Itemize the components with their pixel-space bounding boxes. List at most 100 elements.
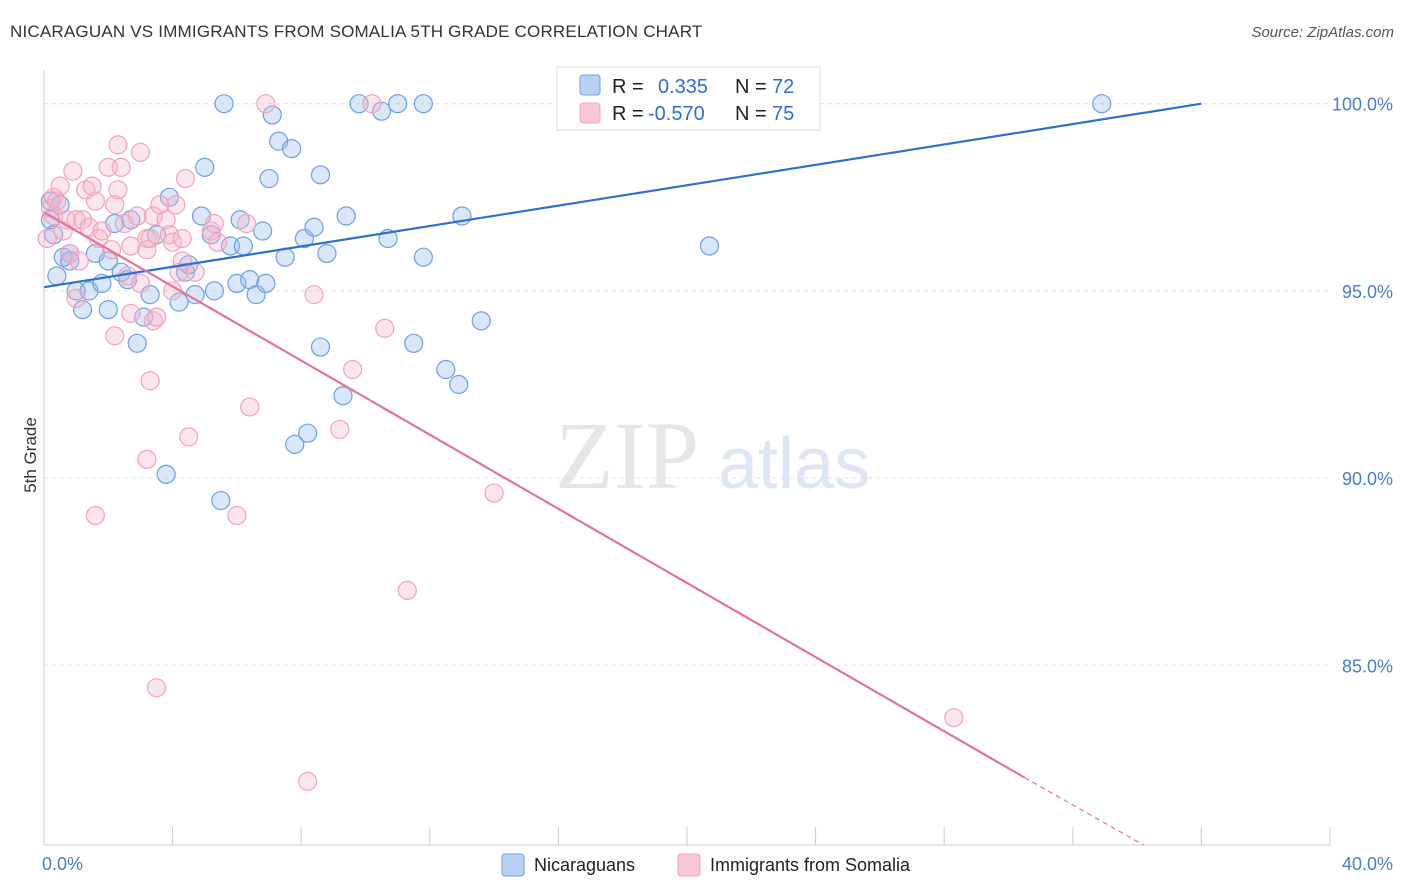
point-somalia — [362, 94, 382, 114]
y-tick-label: 85.0% — [1342, 656, 1393, 676]
point-somalia — [143, 206, 163, 226]
point-somalia — [146, 678, 167, 698]
point-somalia — [66, 288, 86, 308]
point-somalia — [121, 303, 141, 323]
point-somalia — [172, 228, 192, 249]
stats-n-value-pink: 75 — [772, 103, 794, 125]
point-nicaraguans — [204, 281, 224, 301]
point-somalia — [944, 708, 964, 728]
point-somalia — [146, 307, 167, 327]
point-somalia — [304, 285, 324, 305]
point-nicaraguans — [60, 251, 80, 271]
point-nicaraguans — [333, 386, 353, 406]
point-nicaraguans — [404, 333, 424, 353]
point-somalia — [85, 505, 106, 526]
point-somalia — [140, 371, 160, 391]
watermark-atlas: atlas — [718, 424, 870, 504]
point-somalia — [156, 210, 176, 230]
point-somalia — [166, 195, 186, 215]
point-nicaraguans — [47, 266, 67, 286]
point-nicaraguans — [211, 490, 231, 511]
stats-box-frame — [556, 66, 821, 131]
point-somalia — [105, 195, 125, 215]
point-somalia — [256, 94, 276, 114]
y-tick-label: 100.0% — [1332, 95, 1393, 115]
point-nicaraguans — [259, 168, 279, 189]
stats-r-value-pink: -0.570 — [648, 103, 705, 125]
point-nicaraguans — [471, 311, 491, 331]
watermark: ZIP atlas — [555, 402, 870, 509]
point-somalia — [111, 157, 131, 177]
point-somalia — [108, 135, 128, 155]
point-nicaraguans — [1092, 94, 1112, 114]
stats-r-label-pink: R = — [612, 103, 644, 125]
watermark-zip: ZIP — [555, 402, 699, 509]
stats-n-label-blue: N = — [735, 76, 767, 98]
point-somalia — [44, 187, 64, 207]
stats-box: R = 0.335 N = 72 R = -0.570 N = 75 — [556, 66, 821, 131]
point-somalia — [92, 221, 112, 241]
point-somalia — [121, 236, 141, 256]
point-somalia — [397, 580, 417, 601]
point-nicaraguans — [169, 292, 189, 312]
stats-swatch-blue — [579, 74, 601, 96]
point-somalia — [484, 483, 504, 503]
point-somalia — [298, 771, 318, 791]
point-nicaraguans — [285, 434, 305, 454]
point-somalia — [137, 240, 157, 260]
point-somalia — [47, 191, 67, 211]
point-nicaraguans — [40, 191, 61, 211]
point-nicaraguans — [310, 337, 331, 357]
point-nicaraguans — [159, 187, 179, 207]
point-somalia — [375, 318, 395, 338]
point-nicaraguans — [310, 165, 331, 185]
point-nicaraguans — [281, 139, 302, 159]
point-somalia — [163, 232, 183, 252]
point-nicaraguans — [98, 300, 118, 320]
point-somalia — [227, 505, 247, 526]
point-somalia — [72, 210, 93, 230]
point-nicaraguans — [40, 210, 61, 230]
point-nicaraguans — [233, 236, 253, 256]
point-nicaraguans — [317, 243, 337, 264]
stats-n-value-blue: 72 — [772, 76, 794, 98]
point-somalia — [140, 228, 160, 249]
point-somalia — [236, 213, 257, 234]
point-somalia — [105, 326, 125, 346]
point-somalia — [63, 161, 83, 181]
trend-line-somalia-extension — [1024, 777, 1144, 846]
point-somalia — [108, 180, 128, 200]
point-nicaraguans — [298, 423, 318, 443]
stats-n-label-pink: N = — [735, 103, 767, 125]
y-tick-label: 95.0% — [1342, 282, 1393, 302]
point-nicaraguans — [388, 94, 408, 114]
point-nicaraguans — [127, 333, 147, 353]
point-nicaraguans — [214, 94, 234, 114]
point-somalia — [169, 262, 189, 282]
point-nicaraguans — [304, 217, 324, 237]
legend: Nicaraguans Immigrants from Somalia — [501, 853, 911, 877]
legend-swatch-nicaraguans — [501, 853, 525, 877]
point-nicaraguans — [371, 101, 392, 121]
point-somalia — [330, 419, 350, 440]
point-somalia — [143, 311, 163, 331]
point-somalia — [208, 232, 228, 252]
trend-line-somalia — [43, 211, 1026, 779]
grid-lines — [44, 103, 1330, 666]
trend-line-nicaraguans — [43, 102, 1202, 289]
point-somalia — [37, 228, 57, 249]
y-axis-title: 5th Grade — [21, 417, 40, 493]
point-somalia — [85, 191, 106, 211]
point-somalia — [130, 273, 151, 294]
point-nicaraguans — [336, 206, 356, 226]
point-somalia — [137, 449, 157, 469]
legend-label-nicaraguans: Nicaraguans — [534, 855, 635, 875]
stats-swatch-pink — [579, 102, 601, 124]
point-somalia — [204, 213, 224, 234]
point-nicaraguans — [699, 236, 720, 256]
point-nicaraguans — [256, 273, 276, 294]
point-somalia — [343, 359, 363, 380]
chart-title: NICARAGUAN VS IMMIGRANTS FROM SOMALIA 5T… — [10, 22, 703, 41]
point-somalia — [130, 142, 151, 162]
